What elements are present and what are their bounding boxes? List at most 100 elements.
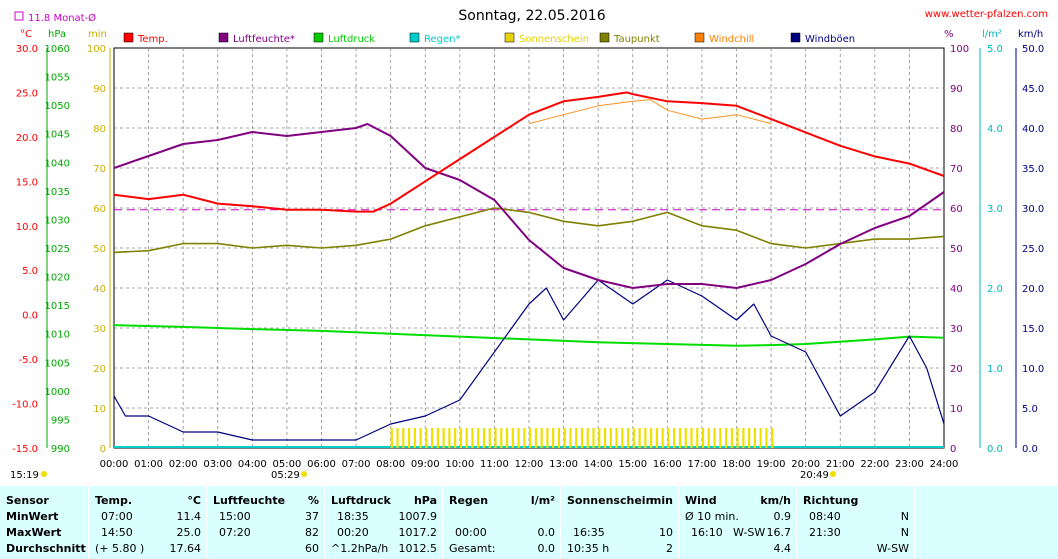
temp-unit: °C bbox=[187, 494, 201, 507]
sun-total-label: 10:35 h bbox=[567, 542, 610, 555]
row-label-max: MaxWert bbox=[6, 526, 62, 539]
tick-wind: 35.0 bbox=[1022, 164, 1044, 175]
tick-time: 02:00 bbox=[169, 459, 198, 470]
month-avg-marker-icon bbox=[14, 11, 24, 21]
sunshine-bar bbox=[459, 428, 463, 448]
dir-header: Richtung bbox=[803, 494, 859, 507]
tick-wind: 45.0 bbox=[1022, 84, 1044, 95]
tick-rain: 3.0 bbox=[987, 204, 1003, 215]
temp-avg-note: (+ 5.80 ) bbox=[95, 542, 145, 555]
tick-wind: 10.0 bbox=[1022, 364, 1044, 375]
wind-max: 16.7 bbox=[766, 526, 792, 539]
wind-avg: 4.4 bbox=[773, 542, 792, 555]
tick-time: 16:00 bbox=[653, 459, 682, 470]
tick-time: 19:00 bbox=[757, 459, 786, 470]
sunshine-bar bbox=[402, 428, 405, 448]
sunshine-bar bbox=[529, 428, 532, 448]
tick-time: 22:00 bbox=[860, 459, 889, 470]
sunrise-time: 05:29 bbox=[271, 470, 300, 481]
tick-minutes: 0 bbox=[100, 444, 106, 455]
tick-percent: 20 bbox=[950, 364, 963, 375]
sunshine-bar bbox=[644, 428, 647, 448]
tick-temp: -5.0 bbox=[18, 355, 38, 366]
wind-header: Wind bbox=[685, 494, 717, 507]
sunshine-bar bbox=[477, 428, 480, 448]
sunshine-bar bbox=[748, 428, 751, 448]
tick-pressure: 1025 bbox=[45, 244, 70, 255]
dir-min: N bbox=[900, 510, 909, 523]
tick-minutes: 40 bbox=[93, 284, 106, 295]
tick-time: 00:00 bbox=[100, 459, 129, 470]
hum-header: Luftfeuchte bbox=[213, 494, 286, 507]
sunshine-bar bbox=[580, 428, 584, 448]
unit-rain: l/m² bbox=[982, 29, 1002, 40]
tick-pressure: 1000 bbox=[45, 387, 70, 398]
tick-time: 11:00 bbox=[480, 459, 509, 470]
unit-press: hPa bbox=[48, 29, 66, 40]
tick-time: 05:00 bbox=[273, 459, 302, 470]
sunshine-bar bbox=[632, 428, 635, 448]
dir-max-time: 21:30 bbox=[809, 526, 841, 539]
sun-unit: min bbox=[649, 494, 673, 507]
tick-percent: 0 bbox=[950, 444, 956, 455]
tick-minutes: 10 bbox=[93, 404, 106, 415]
tick-minutes: 70 bbox=[93, 164, 106, 175]
sunshine-bar bbox=[500, 428, 503, 448]
dewpoint-series-line bbox=[113, 207, 945, 254]
tick-temp: 30.0 bbox=[16, 44, 38, 55]
sunrise-icon bbox=[301, 471, 307, 477]
sunshine-bar bbox=[650, 428, 653, 448]
tick-percent: 40 bbox=[950, 284, 963, 295]
sunshine-bar bbox=[696, 428, 699, 448]
sunshine-bar bbox=[407, 428, 411, 448]
sunshine-bar bbox=[557, 428, 561, 448]
wind-min: 0.9 bbox=[773, 510, 792, 523]
tick-wind: 0.0 bbox=[1022, 444, 1038, 455]
hum-avg: 60 bbox=[305, 542, 319, 555]
hum-max: 82 bbox=[305, 526, 319, 539]
sun-max-time: 16:35 bbox=[573, 526, 605, 539]
tick-pressure: 1030 bbox=[45, 215, 70, 226]
sunshine-bar bbox=[413, 428, 416, 448]
press-max: 1017.2 bbox=[398, 526, 438, 539]
tick-time: 17:00 bbox=[688, 459, 717, 470]
tick-rain: 4.0 bbox=[987, 124, 1003, 135]
gust-series-line bbox=[113, 279, 945, 441]
tick-percent: 60 bbox=[950, 204, 963, 215]
summary-table: Sensor MinWert MaxWert Durchschnitt Temp… bbox=[0, 486, 1058, 559]
tick-pressure: 1020 bbox=[45, 273, 70, 284]
legend-swatch bbox=[599, 32, 610, 43]
dir-avg: W-SW bbox=[876, 542, 909, 555]
legend-swatch bbox=[313, 32, 324, 43]
tick-time: 23:00 bbox=[895, 459, 924, 470]
tick-percent: 10 bbox=[950, 404, 963, 415]
sunshine-column: Sonnenschein min 16:35 10 10:35 h 2 bbox=[560, 486, 679, 559]
tick-percent: 30 bbox=[950, 324, 963, 335]
site-link[interactable]: www.wetter-pfalzen.com bbox=[925, 9, 1048, 20]
sunshine-bar bbox=[724, 428, 728, 448]
sunshine-bar bbox=[482, 428, 486, 448]
sunshine-bar bbox=[425, 428, 428, 448]
unit-pct: % bbox=[944, 29, 954, 40]
sunset-icon bbox=[830, 471, 836, 477]
direction-column: Richtung 08:40 N 21:30 N W-SW bbox=[796, 486, 915, 559]
tick-time: 20:00 bbox=[791, 459, 820, 470]
legend-label: Windböen bbox=[805, 34, 855, 45]
tick-wind: 25.0 bbox=[1022, 244, 1044, 255]
dir-max: N bbox=[900, 526, 909, 539]
row-label-min: MinWert bbox=[6, 510, 59, 523]
sunshine-bar bbox=[730, 428, 733, 448]
tick-time: 13:00 bbox=[549, 459, 578, 470]
sunshine-bar bbox=[765, 428, 768, 448]
tick-rain: 5.0 bbox=[987, 44, 1003, 55]
sun-header: Sonnenschein bbox=[567, 494, 654, 507]
sunshine-bar bbox=[626, 428, 630, 448]
tick-rain: 1.0 bbox=[987, 364, 1003, 375]
tick-minutes: 60 bbox=[93, 204, 106, 215]
row-label-sensor: Sensor bbox=[6, 494, 49, 507]
sunshine-bar bbox=[690, 428, 693, 448]
sunshine-bar bbox=[442, 428, 445, 448]
hum-min-time: 15:00 bbox=[219, 510, 251, 523]
legend-label: Taupunkt bbox=[613, 34, 660, 45]
sunset-time: 20:49 bbox=[800, 470, 829, 481]
